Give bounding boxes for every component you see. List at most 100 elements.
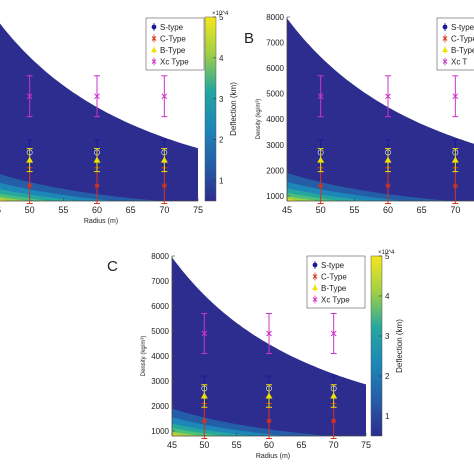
y-tick-label: 6000	[151, 302, 169, 311]
legend-marker	[312, 262, 318, 268]
legend-marker	[442, 59, 448, 64]
y-tick-label: 5000	[266, 90, 284, 99]
x-tick-label: 70	[159, 205, 169, 215]
legend-marker	[151, 59, 157, 64]
data-point-triangle	[93, 156, 101, 163]
x-tick-label: 50	[316, 205, 326, 215]
x-tick-label: 50	[25, 205, 35, 215]
x-tick-label: 75	[361, 440, 371, 450]
data-point-asterisk	[452, 183, 458, 189]
legend-label: Xc Type	[321, 296, 350, 305]
colorbar-tick-label: 4	[219, 54, 224, 63]
x-tick-label: 75	[193, 205, 203, 215]
colorbar-tick-label: 3	[385, 332, 390, 341]
contour-band	[287, 196, 474, 201]
panel-letter-b: B	[244, 30, 254, 47]
x-tick-label: 60	[264, 440, 274, 450]
data-point-cross	[94, 93, 100, 100]
colorbar-tick-label: 5	[385, 252, 390, 261]
legend-label: S-type	[451, 23, 474, 32]
data-point-asterisk	[266, 418, 272, 424]
x-tick-label: 55	[349, 205, 359, 215]
panel-b: 45 50 55 60 65 70 1000 2000 3000 4000 5000 6000 7000…	[256, 13, 474, 215]
x-tick-label: 55	[232, 440, 242, 450]
y-tick-label: 3000	[266, 141, 284, 150]
data-point-cross	[452, 93, 459, 100]
x-tick-label: 65	[296, 440, 306, 450]
y-tick-label: 2000	[266, 166, 284, 175]
data-point-asterisk	[94, 183, 100, 189]
colorbar-label: Deflection (km)	[395, 319, 404, 373]
colorbar-tick-label: 2	[219, 136, 224, 145]
legend-label: B-Type	[321, 284, 347, 293]
contour-band	[287, 18, 474, 201]
colorbar-exponent: ×10^4	[212, 11, 229, 17]
legend-label: Xc Type	[160, 58, 189, 67]
contour-band	[0, 189, 198, 201]
x-axis-label: Radius (m)	[256, 453, 290, 460]
y-tick-label: 5000	[151, 327, 169, 336]
x-tick-label: 45	[167, 440, 177, 450]
x-tick-label: 65	[126, 205, 136, 215]
x-tick-label: 45	[282, 205, 292, 215]
y-tick-label: 8000	[266, 13, 284, 22]
y-axis-label: Density (kg/m³)	[256, 99, 262, 140]
legend-marker	[442, 36, 448, 41]
legend-marker	[151, 24, 157, 30]
data-point-cross	[201, 330, 208, 337]
y-tick-label: 4000	[266, 115, 284, 124]
data-point-cross	[26, 93, 33, 100]
y-tick-label: 3000	[151, 377, 169, 386]
data-point-triangle	[317, 156, 325, 163]
legend-marker	[151, 36, 157, 41]
legend-marker	[442, 24, 448, 30]
data-point-triangle	[160, 156, 168, 163]
legend-marker	[442, 47, 448, 52]
legend-label: C-Type	[451, 35, 474, 44]
data-point-asterisk	[318, 183, 324, 189]
x-tick-label: 55	[58, 205, 68, 215]
colorbar-tick-label: 3	[219, 95, 224, 104]
legend-label: B-Type	[451, 46, 474, 55]
data-point-triangle	[200, 392, 208, 399]
x-tick-label: 70	[329, 440, 339, 450]
legend-marker	[312, 274, 318, 279]
y-tick-label: 8000	[151, 252, 169, 261]
y-axis-label: Density (kg/m³)	[141, 336, 147, 377]
colorbar-tick-label: 1	[219, 177, 224, 186]
colorbar-tick-label: 4	[385, 292, 390, 301]
x-tick-label: 65	[417, 205, 427, 215]
colorbar-exponent: ×10^4	[378, 250, 395, 256]
contour-band	[287, 188, 474, 201]
x-tick-label: 45	[0, 205, 1, 215]
legend-marker	[312, 297, 318, 302]
contour-band	[287, 181, 474, 201]
y-tick-label: 1000	[151, 427, 169, 436]
data-point-cross	[266, 330, 272, 337]
colorbar	[370, 255, 383, 437]
panel-letter-c: C	[107, 258, 118, 275]
y-tick-label: 6000	[266, 64, 284, 73]
data-point-cross	[161, 93, 168, 100]
x-tick-label: 60	[92, 205, 102, 215]
legend-label: C-Type	[160, 35, 186, 44]
legend-label: Xc T	[451, 58, 467, 67]
y-tick-label: 4000	[151, 352, 169, 361]
contour-band	[0, 182, 198, 201]
data-point-asterisk	[385, 183, 391, 189]
legend-marker	[151, 47, 157, 52]
x-tick-label: 50	[199, 440, 209, 450]
y-tick-label: 7000	[151, 277, 169, 286]
data-point-asterisk	[27, 183, 33, 189]
contour-band	[172, 431, 366, 436]
x-axis-label: Radius (m)	[84, 218, 118, 225]
data-point-triangle	[26, 156, 34, 163]
data-point-triangle	[330, 392, 338, 399]
x-tick-label: 60	[383, 205, 393, 215]
data-point-asterisk	[161, 183, 167, 189]
legend-label: S-type	[160, 23, 184, 32]
y-tick-label: 2000	[151, 402, 169, 411]
